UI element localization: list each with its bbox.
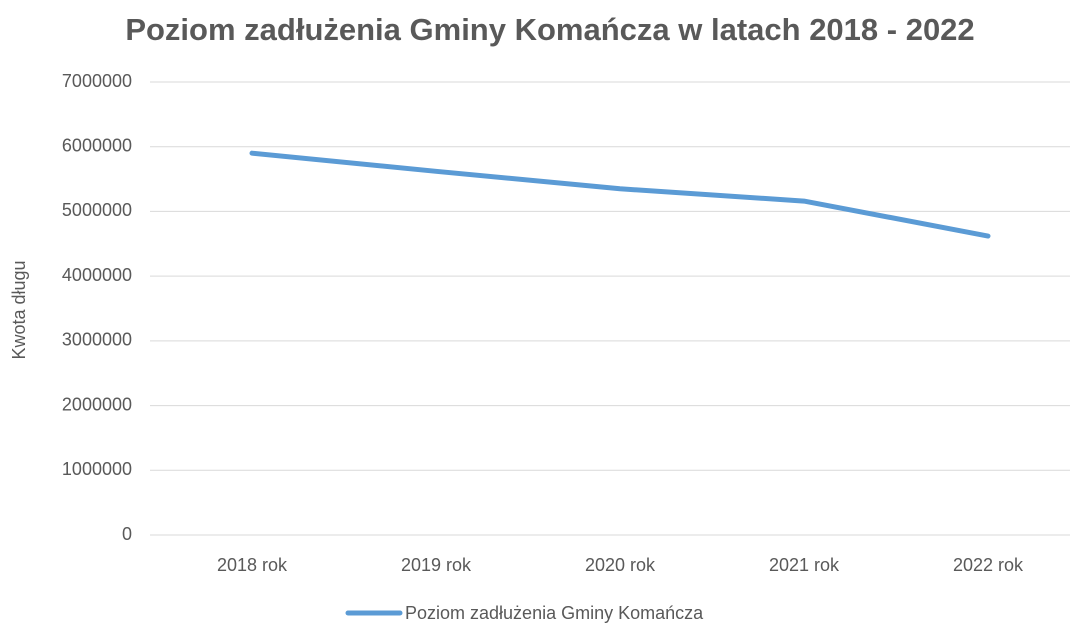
x-tick-label: 2018 rok [217,555,288,575]
x-tick-label: 2021 rok [769,555,840,575]
y-tick-label: 3000000 [62,330,132,350]
y-tick-label: 6000000 [62,135,132,155]
chart-title: Poziom zadłużenia Gminy Komańcza w latac… [125,12,974,47]
legend-label: Poziom zadłużenia Gminy Komańcza [405,603,704,623]
y-tick-label: 0 [122,524,132,544]
y-tick-label: 1000000 [62,459,132,479]
y-tick-label: 4000000 [62,265,132,285]
x-tick-label: 2019 rok [401,555,472,575]
data-line [249,150,991,239]
y-tick-label: 5000000 [62,200,132,220]
x-tick-label: 2020 rok [585,555,656,575]
y-tick-label: 2000000 [62,394,132,414]
x-tick-label: 2022 rok [953,555,1024,575]
y-axis-title: Kwota długu [9,260,29,359]
y-tick-label: 7000000 [62,71,132,91]
